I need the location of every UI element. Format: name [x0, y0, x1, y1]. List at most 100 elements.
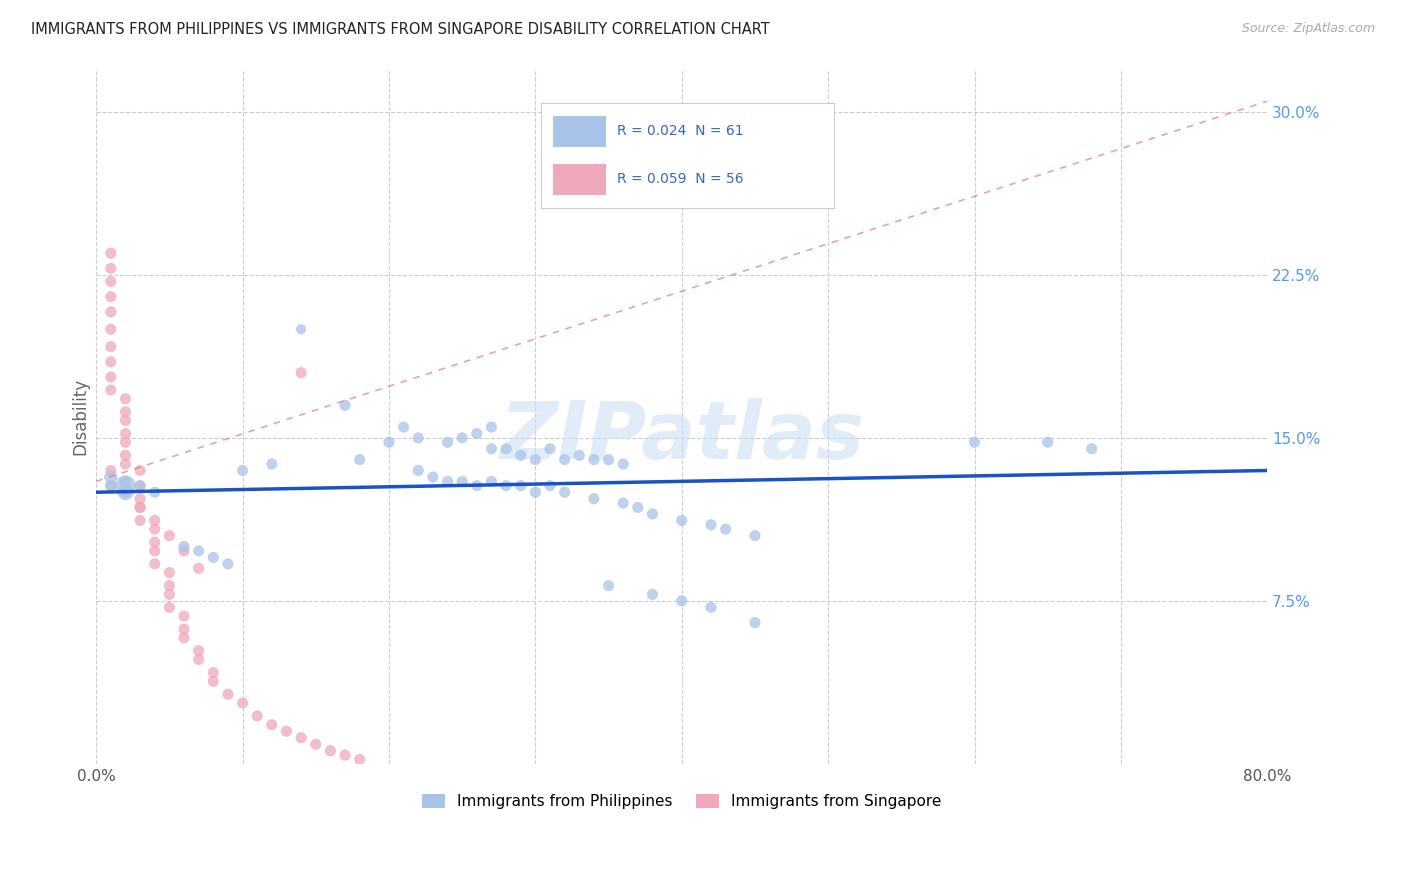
Point — [612, 496, 634, 510]
Point — [612, 457, 634, 471]
Point — [246, 709, 269, 723]
Point — [100, 340, 122, 354]
Point — [129, 479, 152, 493]
Point — [509, 479, 531, 493]
Point — [173, 622, 195, 636]
Point — [173, 544, 195, 558]
Point — [481, 420, 503, 434]
Point — [173, 540, 195, 554]
Point — [187, 544, 209, 558]
Point — [422, 470, 444, 484]
Text: Source: ZipAtlas.com: Source: ZipAtlas.com — [1241, 22, 1375, 36]
Point — [100, 479, 122, 493]
Point — [378, 435, 401, 450]
Point — [641, 507, 664, 521]
Point — [700, 600, 723, 615]
Point — [436, 475, 458, 489]
Point — [333, 398, 356, 412]
Point — [114, 435, 136, 450]
Point — [406, 431, 429, 445]
Point — [582, 491, 605, 506]
Point — [627, 127, 650, 141]
Point — [641, 587, 664, 601]
Point — [129, 491, 152, 506]
Point — [114, 457, 136, 471]
Point — [290, 322, 312, 336]
Point — [436, 435, 458, 450]
Point — [509, 448, 531, 462]
Point — [114, 485, 136, 500]
Point — [582, 452, 605, 467]
Point — [260, 457, 283, 471]
Point — [187, 644, 209, 658]
Point — [114, 413, 136, 427]
Point — [143, 535, 166, 549]
Point — [129, 500, 152, 515]
Point — [495, 479, 517, 493]
Point — [465, 426, 488, 441]
Point — [290, 731, 312, 745]
Point — [524, 485, 547, 500]
Point — [538, 479, 561, 493]
Point — [100, 479, 122, 493]
Point — [349, 752, 371, 766]
Point — [598, 579, 620, 593]
Point — [100, 290, 122, 304]
Point — [114, 426, 136, 441]
Point — [100, 305, 122, 319]
Point — [465, 479, 488, 493]
Point — [129, 513, 152, 527]
Point — [700, 517, 723, 532]
Point — [349, 452, 371, 467]
Point — [1036, 435, 1059, 450]
Point — [114, 448, 136, 462]
Point — [143, 557, 166, 571]
Point — [157, 600, 180, 615]
Point — [451, 431, 474, 445]
Point — [202, 550, 225, 565]
Point — [232, 696, 254, 710]
Point — [100, 355, 122, 369]
Point — [114, 392, 136, 406]
Point — [129, 500, 152, 515]
Point — [260, 717, 283, 731]
Point — [744, 615, 766, 630]
Point — [143, 544, 166, 558]
Point — [100, 470, 122, 484]
Point — [333, 748, 356, 763]
Point — [114, 405, 136, 419]
Point — [232, 463, 254, 477]
Point — [157, 566, 180, 580]
Point — [100, 275, 122, 289]
Point — [217, 687, 239, 701]
Point — [173, 631, 195, 645]
Y-axis label: Disability: Disability — [72, 377, 89, 455]
Point — [202, 674, 225, 689]
Point — [114, 479, 136, 493]
Point — [129, 463, 152, 477]
Point — [157, 587, 180, 601]
Point — [114, 485, 136, 500]
Point — [100, 322, 122, 336]
Point — [114, 475, 136, 489]
Point — [392, 420, 415, 434]
Point — [143, 485, 166, 500]
Point — [406, 463, 429, 477]
Point — [568, 448, 591, 462]
Point — [290, 366, 312, 380]
Point — [671, 594, 693, 608]
Point — [305, 737, 328, 751]
Point — [100, 261, 122, 276]
Point — [481, 475, 503, 489]
Point — [714, 522, 737, 536]
Point — [157, 529, 180, 543]
Point — [554, 452, 576, 467]
Point — [451, 475, 474, 489]
Point — [187, 652, 209, 666]
Point — [100, 246, 122, 260]
Point — [627, 500, 650, 515]
Point — [276, 724, 298, 739]
Point — [554, 485, 576, 500]
Point — [481, 442, 503, 456]
Point — [538, 442, 561, 456]
